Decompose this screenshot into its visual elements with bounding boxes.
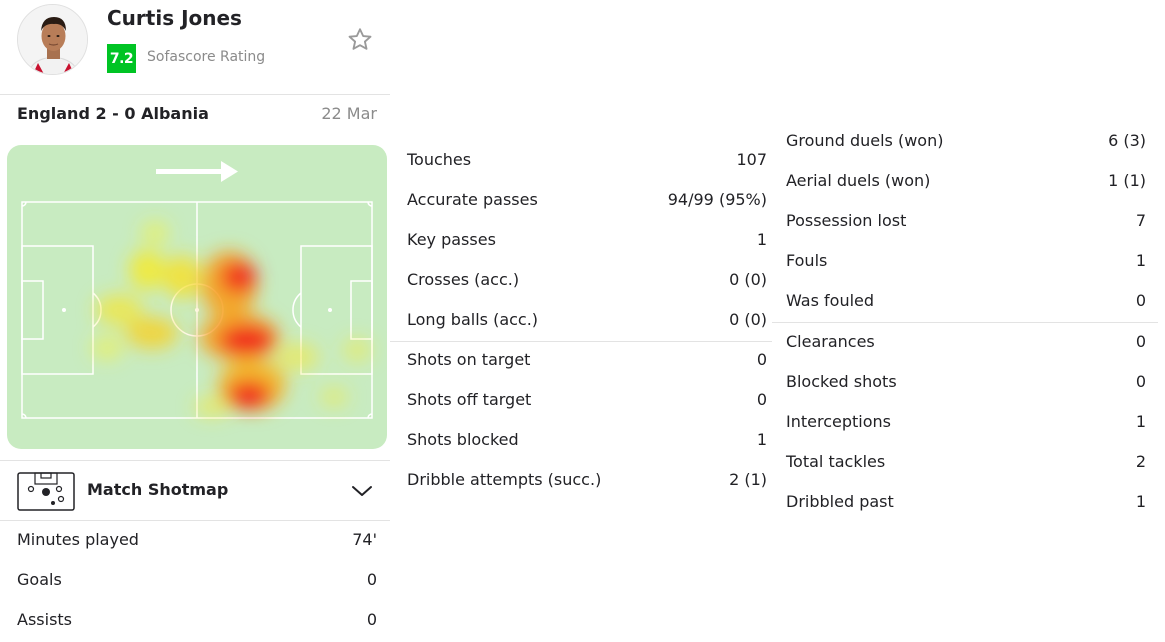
- stat-row-was-fouled: Was fouled 0: [786, 282, 1146, 322]
- match-info[interactable]: England 2 - 0 Albania 22 Mar: [17, 104, 377, 126]
- arrow-right-icon: [156, 161, 238, 182]
- stat-value: 1: [756, 230, 767, 249]
- stat-value: 0: [756, 350, 767, 369]
- chevron-down-icon[interactable]: [351, 483, 373, 499]
- player-heatmap: [7, 145, 387, 449]
- stat-value: 94/99 (95%): [667, 190, 767, 209]
- defense-stats-list: Clearances 0 Blocked shots 0 Interceptio…: [786, 323, 1146, 523]
- stat-label: Accurate passes: [407, 190, 538, 209]
- stat-row-long-balls: Long balls (acc.) 0 (0): [407, 301, 767, 341]
- stat-value: 0: [1135, 291, 1146, 310]
- stat-value: 2 (1): [729, 470, 767, 489]
- stat-row-blocked-shots: Blocked shots 0: [786, 363, 1146, 403]
- shotmap-label: Match Shotmap: [87, 480, 229, 499]
- stat-label: Possession lost: [786, 211, 907, 230]
- match-title: England 2 - 0 Albania: [17, 104, 209, 123]
- stat-value: 0 (0): [729, 310, 767, 329]
- stat-label: Was fouled: [786, 291, 875, 310]
- stat-row-dribble-attempts: Dribble attempts (succ.) 2 (1): [407, 461, 767, 501]
- stat-row-goals: Goals 0: [17, 561, 377, 601]
- basic-stats-list: Minutes played 74' Goals 0 Assists 0: [17, 521, 377, 641]
- stat-label: Key passes: [407, 230, 496, 249]
- stat-row-ground-duels: Ground duels (won) 6 (3): [786, 122, 1146, 162]
- stat-value: 0: [756, 390, 767, 409]
- stat-value: 1 (1): [1108, 171, 1146, 190]
- shotmap-toggle[interactable]: Match Shotmap: [0, 460, 390, 521]
- stat-row-minutes-played: Minutes played 74': [17, 521, 377, 561]
- stat-value: 2: [1135, 452, 1146, 471]
- stat-row-total-tackles: Total tackles 2: [786, 443, 1146, 483]
- left-panel: Curtis Jones 7.2 Sofascore Rating Englan…: [0, 0, 390, 642]
- stat-value: 0: [1135, 332, 1146, 351]
- stat-value: 1: [1135, 251, 1146, 270]
- stat-row-fouls: Fouls 1: [786, 242, 1146, 282]
- stat-row-shots-blocked: Shots blocked 1: [407, 421, 767, 461]
- stat-value: 7: [1135, 211, 1146, 230]
- stat-label: Ground duels (won): [786, 131, 944, 150]
- stat-value: 1: [1135, 412, 1146, 431]
- stat-label: Touches: [407, 150, 472, 169]
- rating-label: Sofascore Rating: [147, 49, 266, 65]
- stat-row-shots-on-target: Shots on target 0: [407, 341, 767, 381]
- player-avatar[interactable]: [17, 4, 88, 75]
- attack-stats-list: Shots on target 0 Shots off target 0 Sho…: [407, 341, 767, 501]
- divider: [390, 341, 772, 342]
- stat-row-interceptions: Interceptions 1: [786, 403, 1146, 443]
- player-name: Curtis Jones: [107, 6, 242, 30]
- stat-label: Shots on target: [407, 350, 531, 369]
- duels-stats-list: Ground duels (won) 6 (3) Aerial duels (w…: [786, 122, 1146, 322]
- stat-label: Crosses (acc.): [407, 270, 520, 289]
- stat-value: 1: [756, 430, 767, 449]
- stat-label: Total tackles: [786, 452, 886, 471]
- stat-label: Minutes played: [17, 530, 139, 549]
- stat-row-assists: Assists 0: [17, 601, 377, 641]
- stat-row-touches: Touches 107: [407, 141, 767, 181]
- stat-label: Long balls (acc.): [407, 310, 539, 329]
- stat-label: Clearances: [786, 332, 875, 351]
- stat-label: Dribble attempts (succ.): [407, 470, 602, 489]
- stat-label: Dribbled past: [786, 492, 894, 511]
- stat-value: 107: [736, 150, 767, 169]
- duels-defense-stats: Ground duels (won) 6 (3) Aerial duels (w…: [772, 0, 1158, 642]
- stat-label: Fouls: [786, 251, 828, 270]
- stat-label: Blocked shots: [786, 372, 897, 391]
- stat-label: Assists: [17, 610, 73, 629]
- stat-label: Goals: [17, 570, 62, 589]
- stat-row-accurate-passes: Accurate passes 94/99 (95%): [407, 181, 767, 221]
- stat-row-aerial-duels: Aerial duels (won) 1 (1): [786, 162, 1146, 202]
- stat-label: Shots blocked: [407, 430, 519, 449]
- stat-label: Interceptions: [786, 412, 891, 431]
- stat-row-dribbled-past: Dribbled past 1: [786, 483, 1146, 523]
- stat-label: Shots off target: [407, 390, 532, 409]
- pitch-shotmap-icon: [17, 472, 75, 511]
- stat-value: 0 (0): [729, 270, 767, 289]
- stat-row-key-passes: Key passes 1: [407, 221, 767, 261]
- match-date: 22 Mar: [321, 104, 377, 123]
- rating-badge: 7.2: [107, 44, 136, 73]
- divider: [772, 322, 1158, 323]
- stat-row-shots-off-target: Shots off target 0: [407, 381, 767, 421]
- stat-value: 1: [1135, 492, 1146, 511]
- stat-value: 6 (3): [1108, 131, 1146, 150]
- star-outline-icon[interactable]: [346, 26, 374, 54]
- stat-value: 74': [352, 530, 377, 549]
- stat-value: 0: [366, 570, 377, 589]
- passing-stats-list: Touches 107 Accurate passes 94/99 (95%) …: [407, 141, 767, 341]
- stat-value: 0: [1135, 372, 1146, 391]
- stat-row-crosses: Crosses (acc.) 0 (0): [407, 261, 767, 301]
- passing-attack-stats: Touches 107 Accurate passes 94/99 (95%) …: [390, 0, 772, 642]
- stat-value: 0: [366, 610, 377, 629]
- stat-row-clearances: Clearances 0: [786, 323, 1146, 363]
- stat-row-possession-lost: Possession lost 7: [786, 202, 1146, 242]
- stat-label: Aerial duels (won): [786, 171, 931, 190]
- player-header: Curtis Jones 7.2 Sofascore Rating: [0, 0, 390, 95]
